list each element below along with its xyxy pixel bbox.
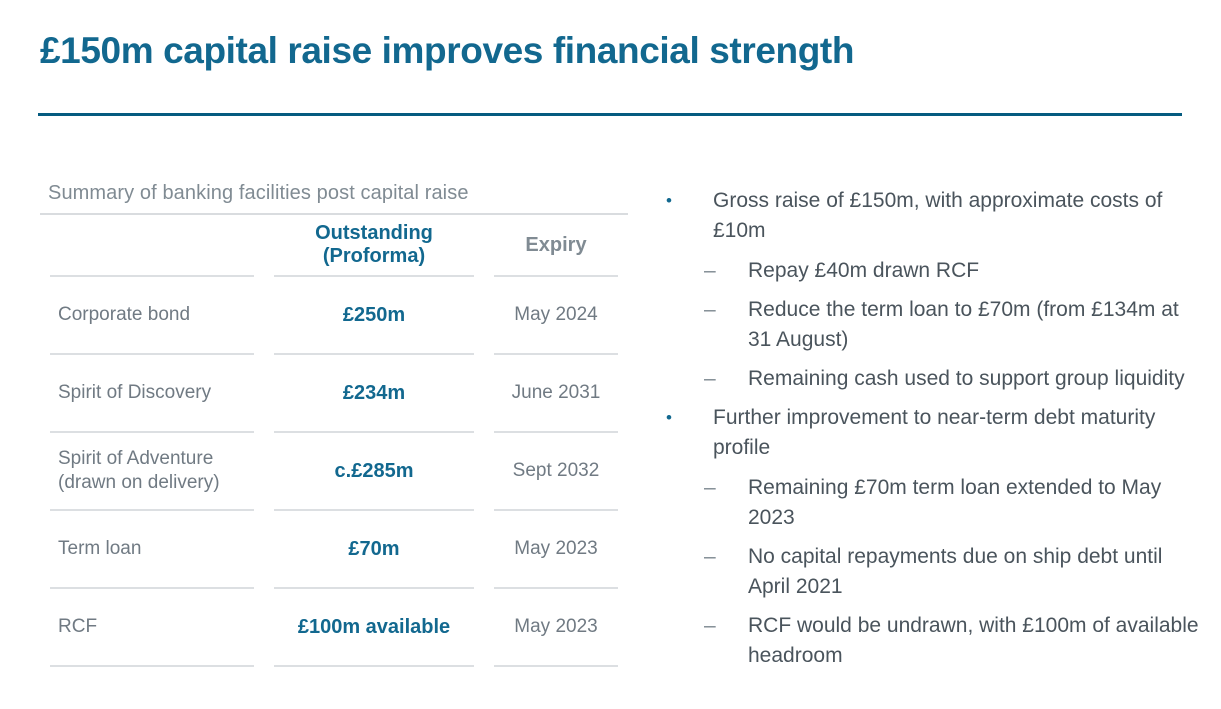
bullet-group: • Gross raise of £150m, with approximate… bbox=[660, 186, 1205, 394]
cell-facility-name: Spirit of Discovery bbox=[40, 355, 264, 433]
bullet-dash-icon: – bbox=[704, 367, 716, 390]
bullet-item-level2: – RCF would be undrawn, with £100m of av… bbox=[660, 611, 1205, 671]
column-header-outstanding: Outstanding (Proforma) bbox=[264, 215, 484, 277]
column-header-outstanding-line1: Outstanding bbox=[315, 222, 433, 244]
column-header-outstanding-line2: (Proforma) bbox=[322, 245, 426, 267]
bullet-text: Remaining £70m term loan extended to May… bbox=[748, 476, 1162, 529]
bullet-text: Gross raise of £150m, with approximate c… bbox=[713, 189, 1163, 242]
bullet-item-level2: – Reduce the term loan to £70m (from £13… bbox=[660, 295, 1205, 355]
bullet-dash-icon: – bbox=[704, 545, 716, 568]
cell-expiry: June 2031 bbox=[484, 355, 628, 433]
bullet-dash-icon: – bbox=[704, 476, 716, 499]
expiry-value: June 2031 bbox=[511, 382, 601, 403]
bullet-item-level2: – Repay £40m drawn RCF bbox=[660, 256, 1205, 286]
facility-name-line1: RCF bbox=[58, 616, 98, 638]
bullet-item-level2: – No capital repayments due on ship debt… bbox=[660, 542, 1205, 602]
table-caption-divider bbox=[40, 213, 628, 215]
expiry-value: May 2023 bbox=[514, 538, 598, 559]
table-row: Term loan £70m May 2023 bbox=[40, 511, 628, 589]
banking-facilities-panel: Summary of banking facilities post capit… bbox=[40, 182, 628, 667]
bullet-text: Repay £40m drawn RCF bbox=[748, 259, 980, 282]
expiry-value: May 2023 bbox=[514, 616, 598, 637]
expiry-value: May 2024 bbox=[514, 304, 598, 325]
page-title: £150m capital raise improves financial s… bbox=[40, 30, 855, 71]
outstanding-value: £100m available bbox=[297, 615, 451, 638]
column-header-facility bbox=[40, 215, 264, 277]
column-header-expiry: Expiry bbox=[484, 215, 628, 277]
cell-expiry: May 2023 bbox=[484, 589, 628, 667]
cell-expiry: May 2024 bbox=[484, 277, 628, 355]
bullet-text: Further improvement to near-term debt ma… bbox=[713, 406, 1156, 459]
cell-facility-name: Term loan bbox=[40, 511, 264, 589]
bullet-dot-icon: • bbox=[666, 408, 672, 427]
cell-outstanding: c.£285m bbox=[264, 433, 484, 511]
cell-facility-name: Corporate bond bbox=[40, 277, 264, 355]
cell-expiry: Sept 2032 bbox=[484, 433, 628, 511]
bullet-group: • Further improvement to near-term debt … bbox=[660, 403, 1205, 671]
outstanding-value: £234m bbox=[342, 381, 406, 404]
highlights-list: • Gross raise of £150m, with approximate… bbox=[660, 186, 1205, 680]
outstanding-value: c.£285m bbox=[334, 459, 414, 482]
expiry-value: Sept 2032 bbox=[512, 460, 600, 481]
cell-outstanding: £70m bbox=[264, 511, 484, 589]
table-row: Corporate bond £250m May 2024 bbox=[40, 277, 628, 355]
cell-expiry: May 2023 bbox=[484, 511, 628, 589]
cell-outstanding: £100m available bbox=[264, 589, 484, 667]
cell-outstanding: £250m bbox=[264, 277, 484, 355]
bullet-item-level2: – Remaining £70m term loan extended to M… bbox=[660, 473, 1205, 533]
bullet-dash-icon: – bbox=[704, 259, 716, 282]
title-divider bbox=[38, 113, 1182, 116]
facility-name-line1: Spirit of Adventure bbox=[58, 448, 214, 470]
facility-name-line1: Term loan bbox=[58, 538, 142, 560]
facility-name-line1: Spirit of Discovery bbox=[58, 382, 212, 404]
facility-name-line1: Corporate bond bbox=[58, 304, 191, 326]
table-row: Spirit of Discovery £234m June 2031 bbox=[40, 355, 628, 433]
bullet-item-level2: – Remaining cash used to support group l… bbox=[660, 364, 1205, 394]
column-header-expiry-label: Expiry bbox=[525, 233, 587, 256]
table-row: Spirit of Adventure (drawn on delivery) … bbox=[40, 433, 628, 511]
table-row: RCF £100m available May 2023 bbox=[40, 589, 628, 667]
outstanding-value: £70m bbox=[348, 537, 400, 560]
bullet-item-level1: • Gross raise of £150m, with approximate… bbox=[660, 186, 1205, 246]
cell-outstanding: £234m bbox=[264, 355, 484, 433]
bullet-dash-icon: – bbox=[704, 298, 716, 321]
bullet-dot-icon: • bbox=[666, 191, 672, 210]
cell-facility-name: RCF bbox=[40, 589, 264, 667]
bullet-text: RCF would be undrawn, with £100m of avai… bbox=[748, 614, 1199, 667]
facility-name-line2: (drawn on delivery) bbox=[58, 472, 220, 493]
outstanding-value: £250m bbox=[342, 303, 406, 326]
bullet-text: Reduce the term loan to £70m (from £134m… bbox=[748, 298, 1179, 351]
bullet-item-level1: • Further improvement to near-term debt … bbox=[660, 403, 1205, 463]
bullet-text: No capital repayments due on ship debt u… bbox=[748, 545, 1163, 598]
bullet-text: Remaining cash used to support group liq… bbox=[748, 367, 1185, 390]
bullet-dash-icon: – bbox=[704, 614, 716, 637]
banking-facilities-table: Outstanding (Proforma) Expiry bbox=[40, 215, 628, 667]
table-caption: Summary of banking facilities post capit… bbox=[48, 182, 469, 204]
table-header-row: Outstanding (Proforma) Expiry bbox=[40, 215, 628, 277]
cell-facility-name: Spirit of Adventure (drawn on delivery) bbox=[40, 433, 264, 511]
